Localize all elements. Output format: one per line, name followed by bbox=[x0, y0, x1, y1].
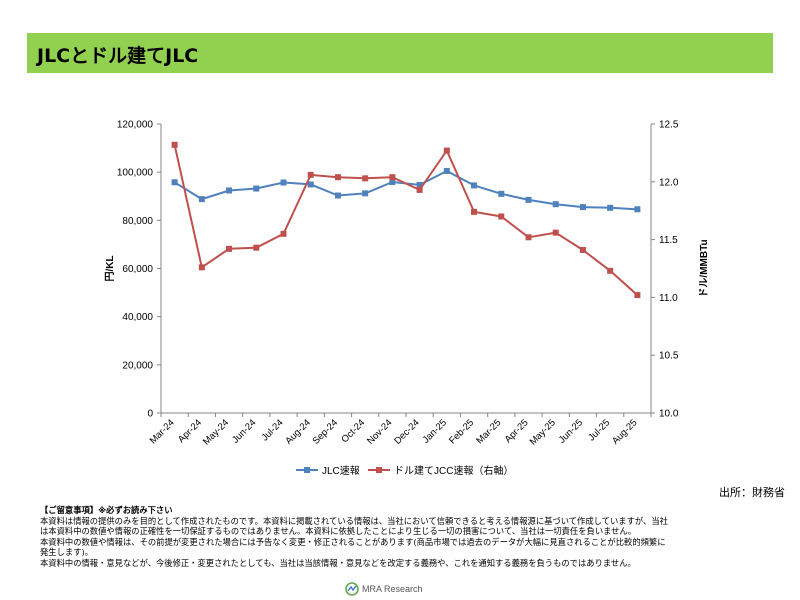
legend-marker-2 bbox=[376, 467, 382, 473]
x-tick-label: May-25 bbox=[528, 417, 558, 447]
legend-label-1: JLC速報 bbox=[322, 465, 360, 477]
x-tick-label: Nov-24 bbox=[365, 417, 394, 446]
series-2-point bbox=[362, 175, 369, 182]
series-1-point bbox=[579, 204, 586, 211]
dual-axis-line-chart: 0 20,000 40,000 60,000 80,000 100,000 120,000 1… bbox=[104, 120, 710, 478]
left-tick-label: 60,000 bbox=[122, 264, 153, 275]
left-tick-label: 0 bbox=[147, 409, 153, 420]
left-tick-label: 120,000 bbox=[117, 120, 154, 131]
series-2-point bbox=[525, 234, 532, 241]
series-2-point bbox=[389, 174, 396, 181]
company-logo: MRA Research bbox=[345, 581, 423, 597]
series-2-point bbox=[471, 208, 478, 215]
right-tick-label: 12.0 bbox=[659, 177, 679, 188]
disclaimer-line: 発生します)。 bbox=[40, 547, 94, 558]
disclaimer-line: 本資料は情報の提供のみを目的として作成されたものです。本資料に掲載されている情報… bbox=[40, 515, 668, 526]
series-2-point bbox=[171, 141, 178, 148]
x-tick-label: Jul-25 bbox=[586, 417, 612, 443]
series-1-point bbox=[525, 196, 532, 203]
series-2-point bbox=[634, 292, 641, 299]
x-tick-label: Oct-24 bbox=[339, 417, 367, 445]
left-tick-label: 80,000 bbox=[122, 216, 153, 227]
x-tick-label: Aug-25 bbox=[610, 417, 639, 446]
series-2-point bbox=[253, 244, 260, 251]
legend-label-2: ドル建てJCC速報（右軸） bbox=[394, 464, 513, 477]
series-1-point bbox=[198, 196, 205, 203]
right-axis-title: ドル/MMBTu bbox=[698, 239, 710, 297]
series-1-point bbox=[471, 182, 478, 189]
x-tick-label: Jun-25 bbox=[557, 417, 585, 445]
right-tick-label: 10.0 bbox=[659, 409, 679, 420]
series-2-point bbox=[443, 147, 450, 154]
series-2-point bbox=[226, 245, 233, 252]
series-1-point bbox=[226, 187, 233, 194]
left-tick-label: 100,000 bbox=[117, 168, 154, 179]
series-1-point bbox=[607, 204, 614, 211]
right-tick-label: 12.5 bbox=[659, 120, 679, 131]
series-1-point bbox=[362, 190, 369, 197]
series-1-point bbox=[307, 181, 314, 188]
series-1-point bbox=[334, 192, 341, 199]
series-2-point bbox=[280, 230, 287, 237]
source-note: 出所：財務省 bbox=[719, 486, 785, 499]
series-2-point bbox=[334, 174, 341, 181]
left-tick-label: 40,000 bbox=[122, 312, 153, 323]
right-tick-label: 11.5 bbox=[659, 235, 678, 246]
series-1-point bbox=[389, 179, 396, 186]
logo-text: MRA Research bbox=[362, 584, 423, 594]
series-1-point bbox=[171, 179, 178, 186]
series-1-point bbox=[498, 190, 505, 197]
right-tick-label: 11.0 bbox=[659, 293, 678, 304]
series-1-point bbox=[634, 206, 641, 213]
x-tick-label: Mar-24 bbox=[148, 417, 177, 446]
series-1-point bbox=[552, 201, 559, 208]
x-tick-label: Apr-25 bbox=[503, 417, 531, 445]
legend-marker-1 bbox=[304, 467, 310, 473]
x-tick-label: Apr-24 bbox=[176, 417, 204, 445]
series-2-point bbox=[198, 264, 205, 271]
x-tick-label: Feb-25 bbox=[447, 417, 476, 446]
series-2-point bbox=[498, 213, 505, 220]
title-bar: JLCとドル建てJLC bbox=[27, 33, 773, 73]
left-axis-title: 円/KL bbox=[104, 255, 116, 281]
x-tick-label: Sep-24 bbox=[311, 417, 340, 446]
x-tick-label: Aug-24 bbox=[283, 417, 312, 446]
series-2-point bbox=[579, 247, 586, 254]
right-tick-label: 10.5 bbox=[659, 351, 679, 362]
x-tick-label: Jan-25 bbox=[421, 417, 449, 445]
series-1-point bbox=[280, 179, 287, 186]
left-tick-label: 20,000 bbox=[122, 360, 153, 371]
series-2-point bbox=[552, 229, 559, 236]
disclaimer: 【ご留意事項】※必ずお読み下さい 本資料は情報の提供のみを目的として作成されたも… bbox=[40, 505, 770, 569]
series-line-1 bbox=[174, 169, 638, 211]
series-1-point bbox=[253, 185, 260, 192]
series-2-point bbox=[416, 186, 423, 193]
disclaimer-line: は本資料中の数値や情報の正確性を一切保証するものではありません。本資料に依拠した… bbox=[40, 526, 637, 537]
x-tick-label: Jun-24 bbox=[230, 417, 258, 445]
series-2-point bbox=[607, 267, 614, 274]
series-2-point bbox=[307, 171, 314, 178]
x-tick-label: Mar-25 bbox=[474, 417, 503, 446]
x-tick-label: Jul-24 bbox=[260, 417, 286, 443]
disclaimer-heading: 【ご留意事項】※必ずお読み下さい bbox=[40, 505, 173, 515]
series-1-point bbox=[443, 167, 450, 174]
disclaimer-line: 本資料中の数値や情報は、その前提が変更された場合には予告なく変更・修正されること… bbox=[40, 536, 666, 547]
disclaimer-line: 本資料中の情報・意見などが、今後修正・変更されたとしても、当社は当該情報・意見な… bbox=[40, 557, 636, 568]
series-1-point bbox=[416, 181, 423, 188]
x-tick-label: May-24 bbox=[201, 417, 231, 447]
page-title: JLCとドル建てJLC bbox=[37, 45, 199, 67]
series-line-2 bbox=[173, 144, 639, 296]
x-tick-label: Dec-24 bbox=[392, 417, 421, 446]
logo-icon bbox=[345, 582, 359, 596]
